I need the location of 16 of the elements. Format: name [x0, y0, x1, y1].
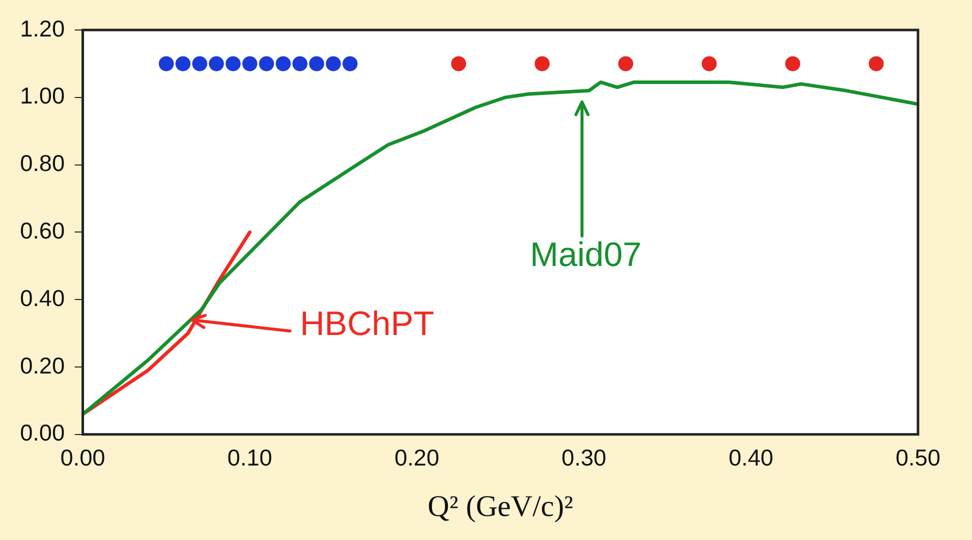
x-tick-label: 0.00: [60, 444, 106, 471]
annotation: Maid07: [530, 236, 642, 275]
y-tick-label: 0.00: [20, 420, 65, 446]
x-tick-label: 0.30: [562, 444, 606, 471]
x-axis-title: Q² (GeV/c)²: [428, 490, 574, 523]
annotation: HBChPT: [300, 305, 434, 344]
y-tick-label: 0.60: [20, 218, 65, 244]
x-tick-label: 0.20: [394, 444, 440, 471]
x-tick-label: 0.50: [896, 444, 940, 471]
y-tick-label: 0.20: [20, 352, 65, 378]
x-tick-label: 0.10: [227, 444, 272, 471]
y-tick-label: 0.40: [20, 284, 65, 311]
y-tick-label: 1.20: [20, 15, 65, 42]
y-tick-label: 0.80: [20, 150, 65, 176]
y-tick-label: 1.00: [20, 82, 65, 109]
x-tick-label: 0.40: [728, 444, 774, 471]
